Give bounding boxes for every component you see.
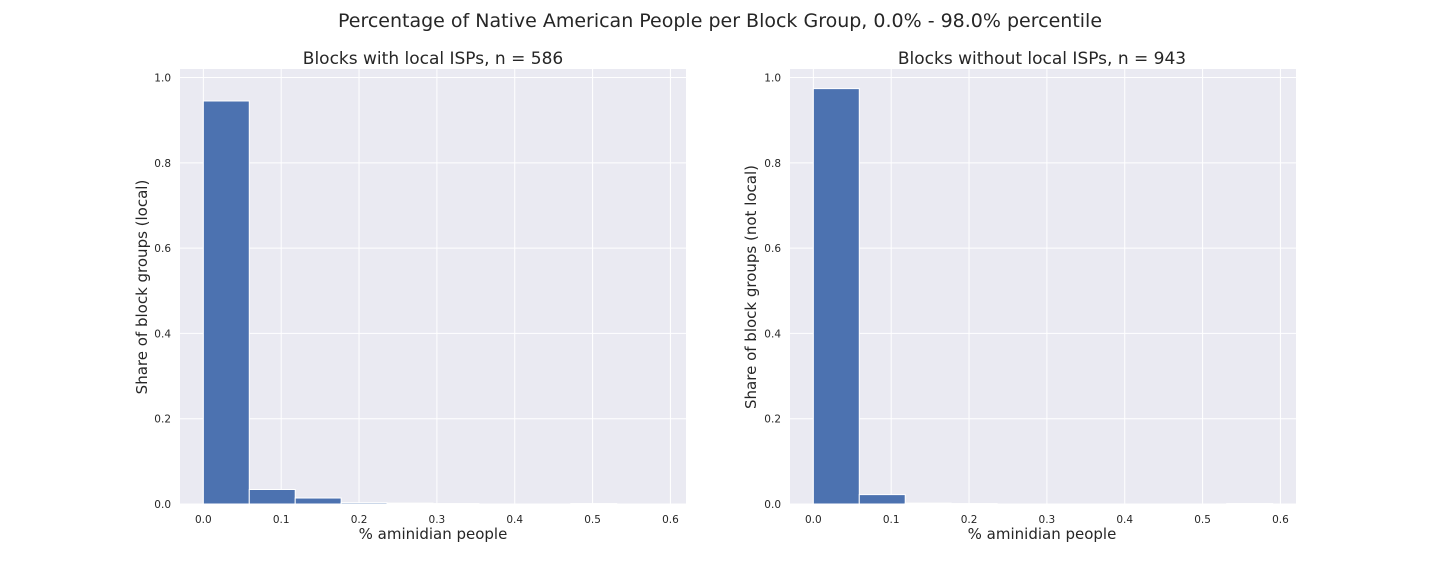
histogram-bar <box>202 100 250 505</box>
y-tick-label: 0.8 <box>154 158 171 170</box>
x-tick-label: 0.6 <box>662 514 679 526</box>
plot-area <box>790 69 1296 505</box>
y-axis-label: Share of block groups (local) <box>133 180 151 395</box>
y-tick-label: 0.0 <box>764 499 781 511</box>
panel-title: Blocks without local ISPs, n = 943 <box>898 49 1186 69</box>
x-tick-label: 0.1 <box>883 514 900 526</box>
x-tick-label: 0.0 <box>805 514 822 526</box>
x-tick-label: 0.3 <box>429 514 446 526</box>
y-tick-label: 1.0 <box>154 73 171 85</box>
histogram-bar <box>858 494 906 505</box>
x-tick-label: 0.4 <box>506 514 523 526</box>
plot-background <box>180 69 686 504</box>
x-tick-label: 0.3 <box>1039 514 1056 526</box>
y-tick-label: 0.8 <box>764 158 781 170</box>
y-tick-label: 0.0 <box>154 499 171 511</box>
plot-background <box>790 69 1296 504</box>
panel-title: Blocks with local ISPs, n = 586 <box>303 49 563 69</box>
x-axis-label: % aminidian people <box>968 525 1117 543</box>
x-tick-label: 0.1 <box>273 514 290 526</box>
figure-title: Percentage of Native American People per… <box>338 10 1102 32</box>
x-tick-label: 0.2 <box>351 514 368 526</box>
x-tick-label: 0.6 <box>1272 514 1289 526</box>
histogram-panel-local: Blocks with local ISPs, n = 586 % aminid… <box>133 49 686 543</box>
y-tick-label: 1.0 <box>764 73 781 85</box>
histogram-panel-not-local: Blocks without local ISPs, n = 943 % ami… <box>742 49 1296 543</box>
x-tick-label: 0.4 <box>1116 514 1133 526</box>
histogram-bar <box>904 502 952 505</box>
histogram-bar <box>294 497 342 505</box>
histogram-bar <box>248 489 296 505</box>
histogram-bar <box>386 502 434 505</box>
y-tick-label: 0.4 <box>764 328 781 340</box>
y-tick-label: 0.6 <box>154 243 171 255</box>
histogram-bar <box>812 88 860 505</box>
y-axis-label: Share of block groups (not local) <box>742 165 760 409</box>
y-tick-label: 0.6 <box>764 243 781 255</box>
histogram-bar <box>340 502 388 505</box>
y-tick-label: 0.2 <box>154 414 171 426</box>
y-tick-label: 0.2 <box>764 414 781 426</box>
x-tick-label: 0.5 <box>1194 514 1211 526</box>
x-axis-label: % aminidian people <box>359 525 508 543</box>
x-tick-label: 0.0 <box>195 514 212 526</box>
y-tick-label: 0.4 <box>154 328 171 340</box>
x-tick-label: 0.2 <box>961 514 978 526</box>
plot-area <box>180 69 686 505</box>
x-tick-label: 0.5 <box>584 514 601 526</box>
